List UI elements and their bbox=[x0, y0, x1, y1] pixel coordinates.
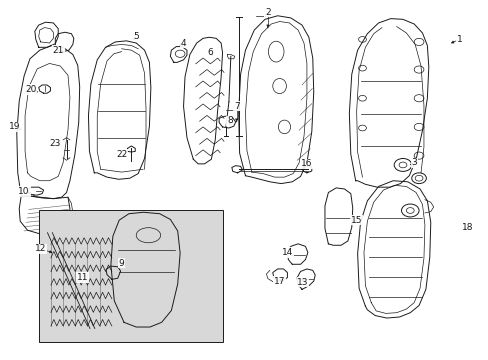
Text: 8: 8 bbox=[226, 116, 232, 125]
Text: 18: 18 bbox=[461, 223, 472, 232]
Text: 16: 16 bbox=[301, 159, 312, 168]
Text: 11: 11 bbox=[77, 273, 88, 282]
Text: 7: 7 bbox=[233, 102, 239, 111]
Bar bbox=[39, 210, 223, 342]
Text: 3: 3 bbox=[410, 158, 416, 167]
Text: 2: 2 bbox=[264, 8, 270, 17]
Text: 23: 23 bbox=[49, 139, 61, 148]
Text: 6: 6 bbox=[207, 48, 213, 57]
Text: 9: 9 bbox=[119, 259, 124, 268]
Text: 12: 12 bbox=[35, 244, 46, 253]
Text: 19: 19 bbox=[9, 122, 20, 131]
Text: 13: 13 bbox=[297, 278, 308, 287]
Text: 20: 20 bbox=[25, 85, 37, 94]
Text: 15: 15 bbox=[350, 216, 362, 225]
Text: 5: 5 bbox=[133, 32, 139, 41]
Text: 22: 22 bbox=[116, 150, 127, 159]
Text: 14: 14 bbox=[281, 248, 292, 257]
Text: 17: 17 bbox=[273, 276, 285, 285]
Text: 21: 21 bbox=[52, 46, 64, 55]
Text: 10: 10 bbox=[19, 187, 30, 196]
Text: 4: 4 bbox=[181, 39, 186, 48]
Text: 1: 1 bbox=[456, 35, 462, 44]
